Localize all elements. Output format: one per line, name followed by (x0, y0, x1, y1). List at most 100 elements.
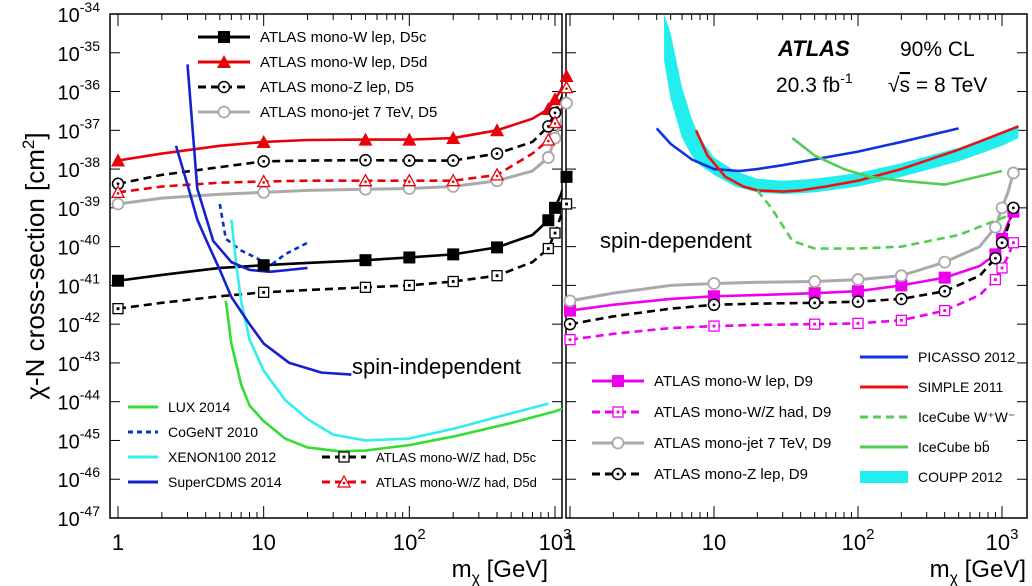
x-tick-label: 103 (986, 526, 1019, 555)
series-marker (707, 277, 721, 290)
x-tick-label: 103 (539, 526, 572, 555)
series-marker (852, 285, 864, 298)
series-xenon100-2012-line (230, 219, 549, 442)
legend-label: XENON100 2012 (168, 449, 276, 465)
series-marker-dot (856, 321, 860, 325)
legend-label: ATLAS mono-W/Z had, D9 (654, 404, 831, 421)
series-simple-2011-line (694, 125, 1019, 193)
x-axis-label-left-main: m (452, 556, 472, 583)
x-axis-label-left-unit: [GeV] (480, 556, 548, 583)
series-marker (1007, 166, 1020, 180)
y-tick-label: 10-34 (58, 0, 101, 27)
x-axis-label-right-main: m (930, 556, 950, 583)
series-marker-dot (1012, 206, 1015, 210)
series-marker-dot (342, 455, 346, 459)
series-marker (560, 96, 573, 110)
legend-item: ATLAS mono-Z lep, D9 (592, 466, 808, 483)
series-marker (559, 80, 574, 94)
legend-item: ATLAS mono-W/Z had, D5d (322, 474, 537, 490)
series-marker-dot (568, 322, 572, 326)
legend-label: ATLAS mono-Z lep, D9 (654, 466, 808, 483)
legend-item: ATLAS mono-W/Z had, D5c (322, 450, 537, 465)
y-axis-label: χ-N cross-section [cm2] (19, 132, 50, 399)
series-marker-dot (712, 324, 716, 328)
series-marker-dot (553, 231, 557, 235)
series-marker-dot (364, 285, 367, 289)
series-marker-dot (546, 247, 550, 250)
energy-root: √ (888, 74, 900, 97)
x-tick-label: 102 (393, 526, 426, 555)
series-marker-dot (1000, 266, 1004, 270)
series-marker (541, 132, 556, 146)
series-marker (358, 173, 373, 187)
legend-item: IceCube W⁺W⁻ (860, 409, 1015, 425)
legend-label: CoGeNT 2010 (168, 424, 258, 440)
series-marker-dot (407, 159, 411, 162)
legend-label: SIMPLE 2011 (918, 379, 1004, 395)
series-marker (989, 220, 1002, 234)
legend-label: ATLAS mono-W/Z had, D5c (376, 450, 537, 465)
series-marker-dot (407, 283, 411, 287)
series-marker (489, 167, 505, 181)
series-marker-dot (262, 159, 266, 163)
energy-value: = 8 TeV (910, 74, 987, 97)
legend-label: LUX 2014 (168, 399, 230, 415)
y-tick-label: 10-35 (58, 38, 101, 66)
series-marker-dot (116, 192, 120, 195)
series-marker-dot (495, 152, 499, 155)
series-marker (938, 255, 952, 269)
y-tick-label: 10-42 (58, 309, 101, 337)
legend-item: ATLAS mono-W lep, D5c (198, 29, 427, 46)
legend-label: ATLAS mono-W lep, D9 (654, 373, 813, 390)
series-marker-dot (553, 122, 557, 125)
series-marker (612, 375, 624, 387)
series-marker-dot (364, 158, 367, 162)
y-tick-labels: 10-47 10-46 10-45 10-44 10-43 10-42 10-41 10-40… (58, 0, 101, 531)
series-marker (491, 241, 504, 254)
series-marker-dot (222, 85, 226, 89)
series-marker (549, 201, 561, 214)
series-marker-dot (364, 180, 367, 184)
legend-label: ATLAS mono-jet 7 TeV, D9 (654, 435, 831, 452)
legend-label: IceCube bb̄ (918, 439, 990, 455)
legend-item: ATLAS mono-Z lep, D5 (198, 79, 414, 96)
confidence-level: 90% CL (900, 38, 975, 61)
series-marker-dot (547, 139, 550, 143)
plot-frame-right (565, 13, 1028, 519)
legend-label: IceCube W⁺W⁻ (918, 409, 1015, 425)
series-marker-dot (943, 289, 947, 293)
series-marker (548, 92, 562, 106)
series-marker-dot (568, 338, 572, 342)
series-marker-dot (1000, 241, 1004, 245)
series-marker-dot (616, 410, 620, 414)
plot-frame-left (109, 13, 563, 519)
series-marker-dot (451, 280, 455, 283)
series-marker (217, 55, 231, 68)
series-marker (895, 279, 908, 292)
x-tick-label: 1 (564, 530, 576, 555)
legend-swatch (860, 471, 908, 483)
series-marker (217, 105, 231, 119)
legend-item: SuperCDMS 2014 (128, 474, 282, 490)
series-marker (402, 173, 417, 187)
series-marker-dot (943, 309, 947, 312)
luminosity: 20.3 fb-1 (776, 70, 853, 97)
panel-label-spin-dependent: spin-dependent (600, 228, 752, 253)
series-marker-dot (262, 290, 266, 294)
series-marker (358, 132, 373, 146)
y-tick-label: 10-36 (58, 77, 101, 105)
curves-spin-independent (117, 64, 562, 453)
series-marker (402, 132, 417, 146)
energy: √s = 8 TeV (888, 74, 987, 97)
legend-item: IceCube bb̄ (860, 439, 990, 455)
series-marker-dot (813, 301, 817, 305)
series-marker-dot (712, 303, 716, 307)
legend-item: COUPP 2012 (860, 469, 1003, 485)
legend-label: ATLAS mono-jet 7 TeV, D5 (260, 104, 437, 121)
y-tick-label: 10-45 (58, 425, 101, 453)
series-marker-dot (856, 300, 860, 304)
series-marker-dot (565, 202, 568, 206)
legend-item: LUX 2014 (128, 399, 230, 415)
